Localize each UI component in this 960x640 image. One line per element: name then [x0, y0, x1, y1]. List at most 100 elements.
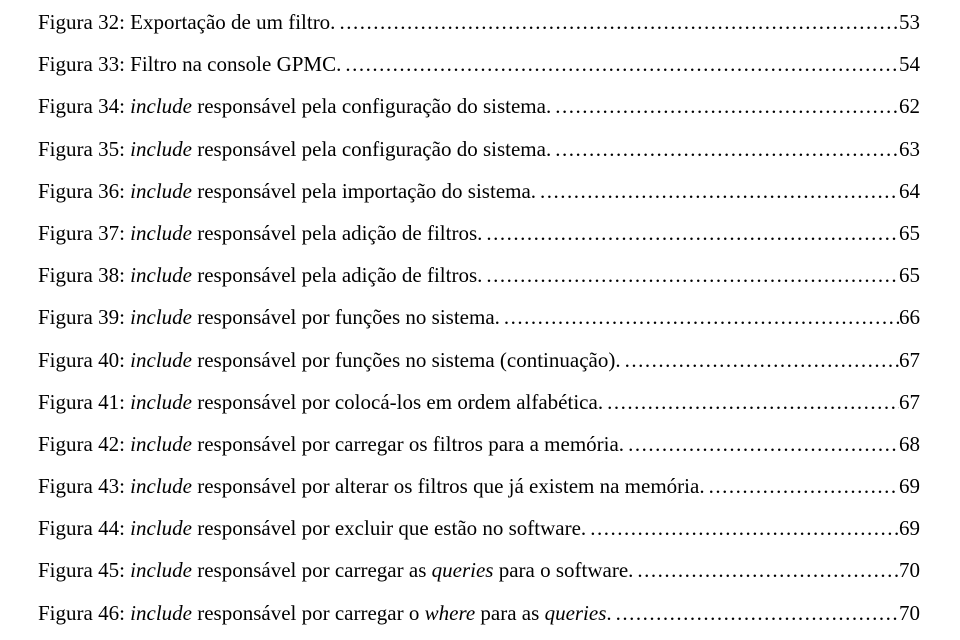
entry-italic: include: [130, 601, 192, 625]
entry-italic: include: [130, 348, 192, 372]
entry-description: responsável por carregar as: [192, 558, 432, 582]
entry-italic: include: [130, 263, 192, 287]
entry-label: Figura 33: Filtro na console GPMC.: [38, 50, 341, 79]
dot-leader: [500, 303, 899, 332]
dot-leader: [612, 599, 899, 628]
dot-leader: [551, 92, 899, 121]
figure-number: Figura 39:: [38, 305, 130, 329]
figure-number: Figura 37:: [38, 221, 130, 245]
figure-entry: Figura 42: include responsável por carre…: [38, 430, 920, 459]
figure-number: Figura 45:: [38, 558, 130, 582]
figure-number: Figura 38:: [38, 263, 130, 287]
entry-italic: include: [130, 390, 192, 414]
entry-italic: where: [425, 601, 476, 625]
page-number: 69: [899, 472, 920, 501]
figure-number: Figura 40:: [38, 348, 130, 372]
page-number: 62: [899, 92, 920, 121]
dot-leader: [482, 219, 899, 248]
entry-description: responsável por funções no sistema.: [192, 305, 500, 329]
entry-label: Figura 34: include responsável pela conf…: [38, 92, 551, 121]
figure-entry: Figura 45: include responsável por carre…: [38, 556, 920, 585]
entry-description: para o software.: [493, 558, 633, 582]
entry-label: Figura 45: include responsável por carre…: [38, 556, 633, 585]
dot-leader: [335, 8, 899, 37]
dot-leader: [633, 556, 899, 585]
dot-leader: [624, 430, 899, 459]
figure-entry: Figura 39: include responsável por funçõ…: [38, 303, 920, 332]
figure-entry: Figura 35: include responsável pela conf…: [38, 135, 920, 164]
figure-entry: Figura 38: include responsável pela adiç…: [38, 261, 920, 290]
page-number: 63: [899, 135, 920, 164]
page-number: 70: [899, 556, 920, 585]
entry-italic: include: [130, 558, 192, 582]
entry-label: Figura 36: include responsável pela impo…: [38, 177, 536, 206]
page-number: 54: [899, 50, 920, 79]
entry-italic: include: [130, 94, 192, 118]
entry-italic: include: [130, 137, 192, 161]
entry-label: Figura 38: include responsável pela adiç…: [38, 261, 482, 290]
figure-entry: Figura 40: include responsável por funçõ…: [38, 346, 920, 375]
figure-entry: Figura 33: Filtro na console GPMC. 54: [38, 50, 920, 79]
entry-description: responsável por alterar os filtros que j…: [192, 474, 705, 498]
entry-italic: queries: [545, 601, 607, 625]
figure-number: Figura 46:: [38, 601, 130, 625]
page-number: 67: [899, 346, 920, 375]
entry-label: Figura 35: include responsável pela conf…: [38, 135, 551, 164]
page-number: 66: [899, 303, 920, 332]
entry-label: Figura 42: include responsável por carre…: [38, 430, 624, 459]
dot-leader: [621, 346, 899, 375]
figure-list: Figura 32: Exportação de um filtro.53Fig…: [38, 8, 920, 628]
entry-label: Figura 46: include responsável por carre…: [38, 599, 612, 628]
entry-description: responsável pela importação do sistema.: [192, 179, 536, 203]
figure-entry: Figura 46: include responsável por carre…: [38, 599, 920, 628]
entry-description: Exportação de um filtro.: [130, 10, 335, 34]
figure-entry: Figura 44: include responsável por exclu…: [38, 514, 920, 543]
entry-italic: include: [130, 179, 192, 203]
page-number: 65: [899, 261, 920, 290]
entry-description: responsável pela adição de filtros.: [192, 263, 482, 287]
entry-italic: include: [130, 221, 192, 245]
entry-label: Figura 32: Exportação de um filtro.: [38, 8, 335, 37]
entry-description: responsável por carregar os filtros para…: [192, 432, 624, 456]
figure-number: Figura 34:: [38, 94, 130, 118]
entry-description: Filtro na console GPMC.: [130, 52, 341, 76]
page-number: 67: [899, 388, 920, 417]
entry-description: responsável pela configuração do sistema…: [192, 94, 551, 118]
entry-label: Figura 44: include responsável por exclu…: [38, 514, 586, 543]
entry-description: responsável por excluir que estão no sof…: [192, 516, 586, 540]
figure-number: Figura 33:: [38, 52, 130, 76]
figure-number: Figura 35:: [38, 137, 130, 161]
entry-italic: include: [130, 474, 192, 498]
entry-description: responsável pela configuração do sistema…: [192, 137, 551, 161]
entry-description: responsável por colocá-los em ordem alfa…: [192, 390, 603, 414]
entry-description: responsável por carregar o: [192, 601, 425, 625]
figure-entry: Figura 32: Exportação de um filtro. 53: [38, 8, 920, 37]
dot-leader: [536, 177, 899, 206]
entry-description: responsável por funções no sistema (cont…: [192, 348, 621, 372]
figure-number: Figura 43:: [38, 474, 130, 498]
figure-number: Figura 42:: [38, 432, 130, 456]
dot-leader: [341, 50, 899, 79]
page-number: 70: [899, 599, 920, 628]
page-number: 69: [899, 514, 920, 543]
entry-italic: include: [130, 305, 192, 329]
figure-entry: Figura 37: include responsável pela adiç…: [38, 219, 920, 248]
entry-italic: queries: [432, 558, 494, 582]
entry-label: Figura 37: include responsável pela adiç…: [38, 219, 482, 248]
figure-number: Figura 44:: [38, 516, 130, 540]
entry-label: Figura 43: include responsável por alter…: [38, 472, 705, 501]
entry-label: Figura 41: include responsável por coloc…: [38, 388, 603, 417]
dot-leader: [551, 135, 899, 164]
entry-description: responsável pela adição de filtros.: [192, 221, 482, 245]
entry-italic: include: [130, 516, 192, 540]
entry-label: Figura 39: include responsável por funçõ…: [38, 303, 500, 332]
figure-number: Figura 41:: [38, 390, 130, 414]
figure-entry: Figura 36: include responsável pela impo…: [38, 177, 920, 206]
dot-leader: [705, 472, 899, 501]
entry-italic: include: [130, 432, 192, 456]
page-number: 53: [899, 8, 920, 37]
figure-entry: Figura 41: include responsável por coloc…: [38, 388, 920, 417]
page-number: 68: [899, 430, 920, 459]
figure-entry: Figura 43: include responsável por alter…: [38, 472, 920, 501]
entry-description: para as: [475, 601, 544, 625]
